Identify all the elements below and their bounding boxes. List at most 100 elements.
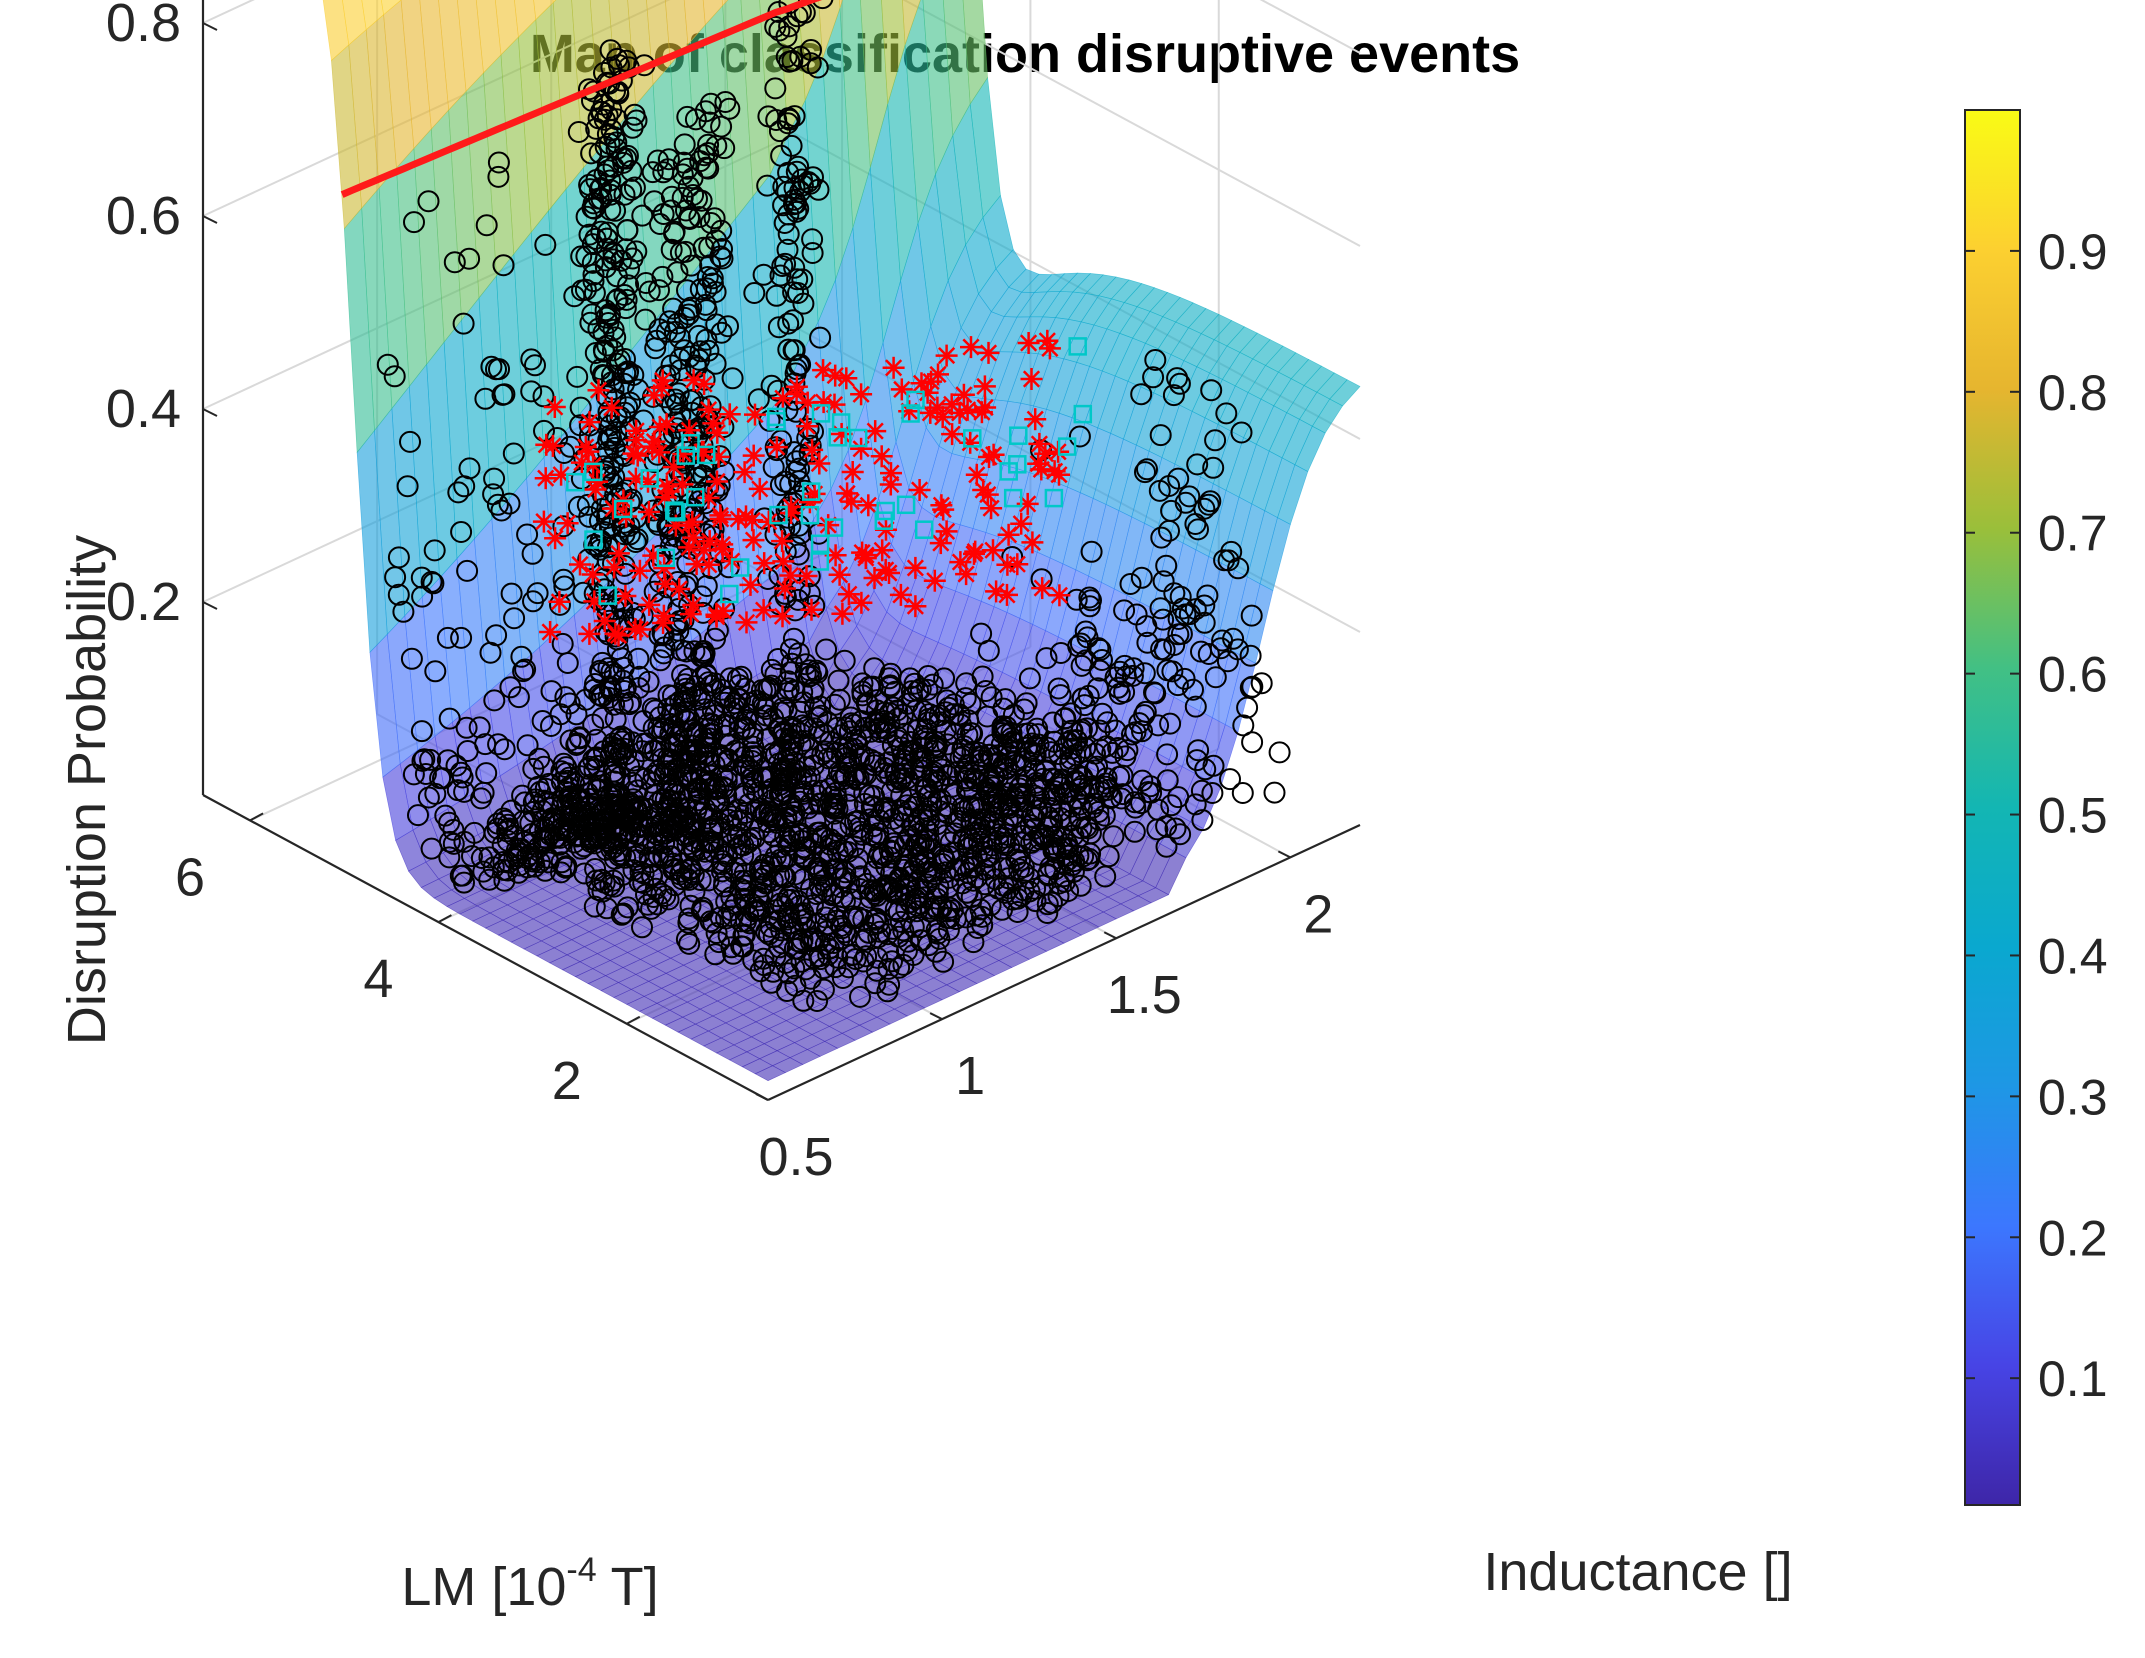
data-point-non-disruptive: [869, 721, 891, 743]
data-point-non-disruptive: [490, 499, 513, 522]
data-point-non-disruptive: [455, 716, 478, 739]
data-point-non-disruptive: [906, 886, 929, 909]
data-point-non-disruptive: [767, 316, 790, 339]
data-point-non-disruptive: [604, 763, 627, 786]
data-point-non-disruptive: [814, 740, 837, 763]
data-point-non-disruptive: [849, 985, 871, 1008]
data-point-non-disruptive: [603, 764, 626, 787]
data-point-non-disruptive: [839, 814, 862, 836]
data-point-non-disruptive: [1142, 366, 1165, 389]
data-point-non-disruptive: [713, 871, 736, 893]
data-point-non-disruptive: [689, 340, 712, 363]
y-tick: [626, 1015, 641, 1025]
data-point-non-disruptive: [810, 704, 833, 727]
data-point-non-disruptive: [588, 141, 611, 164]
data-point-non-disruptive: [605, 131, 628, 154]
x-tick-label: 2: [1303, 884, 1333, 944]
data-point-non-disruptive: [1143, 681, 1165, 704]
data-point-misclassified: [1003, 488, 1023, 508]
data-point-misclassified: [896, 495, 916, 515]
data-point-non-disruptive: [698, 830, 721, 853]
colorbar-tick-label: 0.2: [2038, 1210, 2108, 1266]
data-point-disruptive: [812, 359, 835, 382]
data-point-non-disruptive: [596, 221, 619, 244]
data-point-non-disruptive: [1049, 799, 1072, 822]
data-point-non-disruptive: [572, 818, 595, 841]
axis-ticks: 0.5 1 1.5 2 2 4 6 0.2 0.4 0.6 0.8: [106, 0, 1333, 1187]
data-point-non-disruptive: [952, 745, 975, 768]
data-point-disruptive: [1024, 408, 1047, 431]
data-point-non-disruptive: [652, 203, 675, 225]
data-point-non-disruptive: [971, 905, 993, 928]
data-point-non-disruptive: [774, 825, 797, 848]
data-point-non-disruptive: [450, 521, 473, 543]
data-point-non-disruptive: [710, 115, 733, 138]
data-point-non-disruptive: [403, 211, 425, 234]
data-point-non-disruptive: [470, 847, 493, 869]
data-point-non-disruptive: [669, 863, 692, 886]
data-point-non-disruptive: [827, 669, 850, 692]
data-point-disruptive: [742, 529, 765, 552]
data-point-non-disruptive: [772, 723, 794, 746]
colorbar: [1964, 109, 2021, 1506]
data-point-non-disruptive: [782, 806, 805, 829]
data-point-misclassified: [901, 404, 920, 423]
data-point-non-disruptive: [730, 665, 753, 688]
data-point-non-disruptive: [934, 719, 957, 742]
data-point-non-disruptive: [580, 826, 603, 849]
data-point-non-disruptive: [800, 39, 822, 61]
data-point-non-disruptive: [1077, 817, 1099, 840]
data-point-non-disruptive: [691, 838, 713, 861]
data-point-non-disruptive: [663, 758, 686, 781]
data-point-non-disruptive: [453, 871, 475, 894]
data-point-non-disruptive: [452, 312, 475, 335]
data-point-non-disruptive: [824, 832, 847, 855]
data-point-disruptive: [641, 435, 664, 458]
data-point-non-disruptive: [598, 424, 621, 447]
data-point-non-disruptive: [400, 647, 423, 670]
data-point-non-disruptive: [581, 251, 604, 274]
data-point-non-disruptive: [787, 642, 810, 665]
data-point-non-disruptive: [690, 189, 713, 212]
data-point-non-disruptive: [704, 627, 726, 650]
data-point-non-disruptive: [1232, 714, 1255, 737]
data-point-disruptive: [679, 603, 702, 626]
data-point-non-disruptive: [520, 348, 543, 371]
data-point-disruptive: [930, 494, 953, 517]
data-point-non-disruptive: [613, 284, 636, 306]
data-point-non-disruptive: [587, 879, 610, 901]
data-point-disruptive: [1017, 332, 1040, 354]
data-point-non-disruptive: [1169, 823, 1192, 846]
data-point-non-disruptive: [1130, 383, 1153, 406]
data-point-non-disruptive: [626, 528, 649, 551]
data-point-non-disruptive: [582, 270, 605, 293]
data-point-non-disruptive: [587, 814, 610, 837]
data-point-non-disruptive: [534, 777, 557, 800]
data-point-non-disruptive: [579, 178, 601, 201]
data-point-non-disruptive: [603, 663, 626, 686]
data-point-non-disruptive: [801, 228, 824, 251]
data-point-non-disruptive: [514, 658, 537, 681]
data-point-non-disruptive: [512, 660, 535, 683]
data-point-disruptive: [973, 375, 996, 398]
data-point-non-disruptive: [996, 742, 1019, 765]
data-point-non-disruptive: [447, 481, 470, 504]
data-point-non-disruptive: [868, 809, 891, 832]
data-point-non-disruptive: [804, 810, 827, 833]
data-point-non-disruptive: [676, 157, 699, 180]
data-point-non-disruptive: [638, 280, 661, 303]
z-tick-label: 0.6: [106, 186, 181, 246]
data-point-disruptive: [706, 470, 728, 493]
data-point-disruptive: [771, 530, 794, 553]
data-point-non-disruptive: [766, 885, 789, 908]
z-tick-label: 0.2: [106, 572, 181, 632]
decision-boundary: [340, 0, 823, 198]
data-point-non-disruptive: [552, 515, 575, 538]
data-point-disruptive: [543, 396, 566, 418]
data-point-disruptive: [980, 497, 1003, 520]
data-point-non-disruptive: [551, 794, 574, 817]
data-point-non-disruptive: [719, 667, 742, 690]
data-point-non-disruptive: [974, 680, 997, 702]
data-point-non-disruptive: [1190, 779, 1213, 802]
data-point-non-disruptive: [642, 764, 665, 787]
